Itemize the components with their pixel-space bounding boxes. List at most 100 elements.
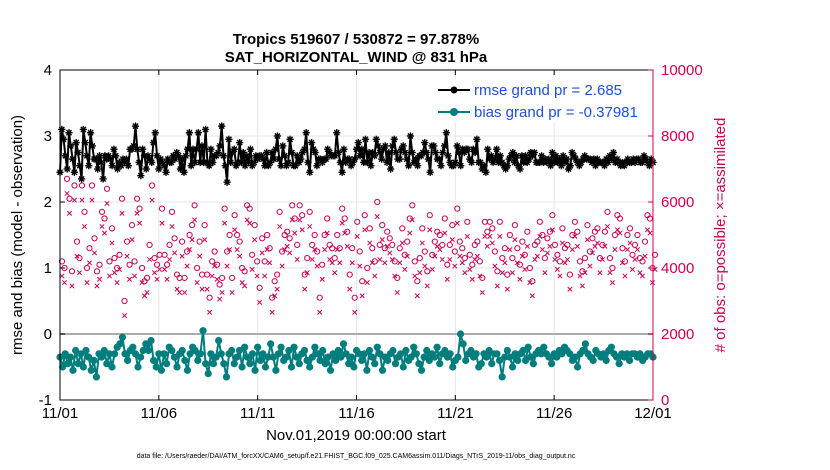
obs-assimilated-stroke xyxy=(234,247,240,253)
rmse-point xyxy=(142,165,150,173)
obs-assimilated-marker xyxy=(309,256,315,263)
obs-possible-marker xyxy=(451,248,458,255)
obs-possible-marker xyxy=(479,274,486,281)
rmse-point-stroke xyxy=(297,156,304,163)
obs-possible-marker xyxy=(143,274,151,281)
bias-point xyxy=(142,340,150,348)
obs-assimilated-marker xyxy=(219,289,225,296)
rmse-point xyxy=(530,148,538,157)
rmse-point-stroke xyxy=(346,156,353,163)
rmse-point xyxy=(198,142,206,150)
obs-assimilated-marker xyxy=(79,197,85,203)
rmse-point-stroke xyxy=(421,139,428,146)
obs-possible-marker xyxy=(321,231,328,239)
obs-possible-marker xyxy=(439,241,446,248)
obs-assimilated-stroke xyxy=(552,256,558,263)
obs-possible-marker xyxy=(163,261,171,268)
obs-assimilated-stroke xyxy=(377,256,383,263)
bias-point xyxy=(373,343,381,351)
y-right-tick-label: 6000 xyxy=(661,194,694,211)
bias-point xyxy=(90,356,98,364)
obs-assimilated-marker xyxy=(534,253,540,259)
obs-assimilated-stroke xyxy=(419,240,425,246)
bias-point xyxy=(337,353,345,361)
obs-assimilated-marker xyxy=(232,227,238,233)
rmse-point xyxy=(405,162,413,170)
obs-assimilated-marker xyxy=(607,270,613,276)
rmse-point-stroke xyxy=(324,146,331,153)
obs-possible-marker xyxy=(616,215,624,222)
obs-assimilated-marker xyxy=(294,256,300,263)
bias-point xyxy=(636,350,644,358)
rmse-point xyxy=(372,135,380,143)
rmse-point-stroke xyxy=(389,142,396,149)
rmse-point-stroke xyxy=(304,159,312,166)
rmse-point xyxy=(99,175,107,183)
obs-assimilated-marker xyxy=(434,243,440,249)
obs-assimilated-marker xyxy=(84,280,90,286)
rmse-point xyxy=(421,139,429,147)
obs-assimilated-marker xyxy=(169,223,175,230)
bias-point xyxy=(98,353,106,361)
bias-point xyxy=(607,343,615,351)
obs-assimilated-stroke xyxy=(69,283,75,289)
obs-assimilated-stroke xyxy=(79,197,85,203)
rmse-point-stroke xyxy=(125,162,132,169)
bias-point xyxy=(277,343,285,351)
obs-possible-marker xyxy=(188,222,196,229)
obs-assimilated-marker xyxy=(314,263,320,269)
bias-point xyxy=(118,333,127,341)
bias-point xyxy=(131,350,140,358)
rmse-point xyxy=(451,158,459,166)
bias-point xyxy=(402,346,410,355)
bias-point xyxy=(501,353,509,361)
rmse-point xyxy=(511,158,519,166)
obs-assimilated-marker xyxy=(197,253,203,259)
obs-possible-marker xyxy=(76,255,83,262)
obs-assimilated-marker xyxy=(99,223,105,230)
obs-assimilated-stroke xyxy=(534,253,540,259)
rmse-point-stroke xyxy=(243,152,250,159)
obs-assimilated-marker xyxy=(622,273,628,279)
obs-possible-marker xyxy=(431,238,438,245)
bias-point xyxy=(222,373,231,381)
obs-assimilated-marker xyxy=(144,289,150,296)
obs-assimilated-stroke xyxy=(492,263,498,269)
rmse-point-stroke xyxy=(134,146,141,153)
obs-assimilated-stroke xyxy=(584,237,590,243)
obs-assimilated-stroke xyxy=(319,276,325,282)
rmse-point xyxy=(313,162,321,170)
rmse-point-stroke xyxy=(107,156,114,163)
obs-possible-marker xyxy=(456,238,463,245)
obs-assimilated-stroke xyxy=(494,283,500,289)
obs-assimilated-marker xyxy=(579,283,585,289)
rmse-point-stroke xyxy=(173,149,180,156)
obs-assimilated-marker xyxy=(272,293,278,299)
obs-assimilated-stroke xyxy=(417,270,423,276)
obs-assimilated-marker xyxy=(367,240,373,246)
bias-point xyxy=(378,366,387,374)
rmse-point xyxy=(85,162,93,170)
obs-assimilated-marker xyxy=(517,276,523,282)
rmse-point xyxy=(209,158,217,166)
bias-point xyxy=(316,356,324,364)
obs-possible-marker xyxy=(329,245,336,252)
rmse-point-stroke xyxy=(322,156,329,163)
rmse-point-stroke xyxy=(445,152,452,159)
rmse-point-stroke xyxy=(552,152,560,159)
obs-possible-marker xyxy=(344,228,351,235)
obs-assimilated-stroke xyxy=(432,253,438,259)
bias-point xyxy=(391,360,400,368)
rmse-point xyxy=(192,145,201,153)
bias-point xyxy=(152,363,160,371)
bias-point xyxy=(365,346,374,355)
rmse-point-stroke xyxy=(216,142,223,149)
obs-assimilated-stroke xyxy=(94,283,100,289)
obs-assimilated-stroke xyxy=(129,237,135,243)
obs-assimilated-marker xyxy=(134,210,140,216)
obs-possible-marker xyxy=(66,195,73,202)
obs-assimilated-marker xyxy=(299,227,305,233)
obs-assimilated-stroke xyxy=(594,240,600,246)
bias-point xyxy=(339,340,348,348)
obs-possible-marker xyxy=(168,208,176,215)
